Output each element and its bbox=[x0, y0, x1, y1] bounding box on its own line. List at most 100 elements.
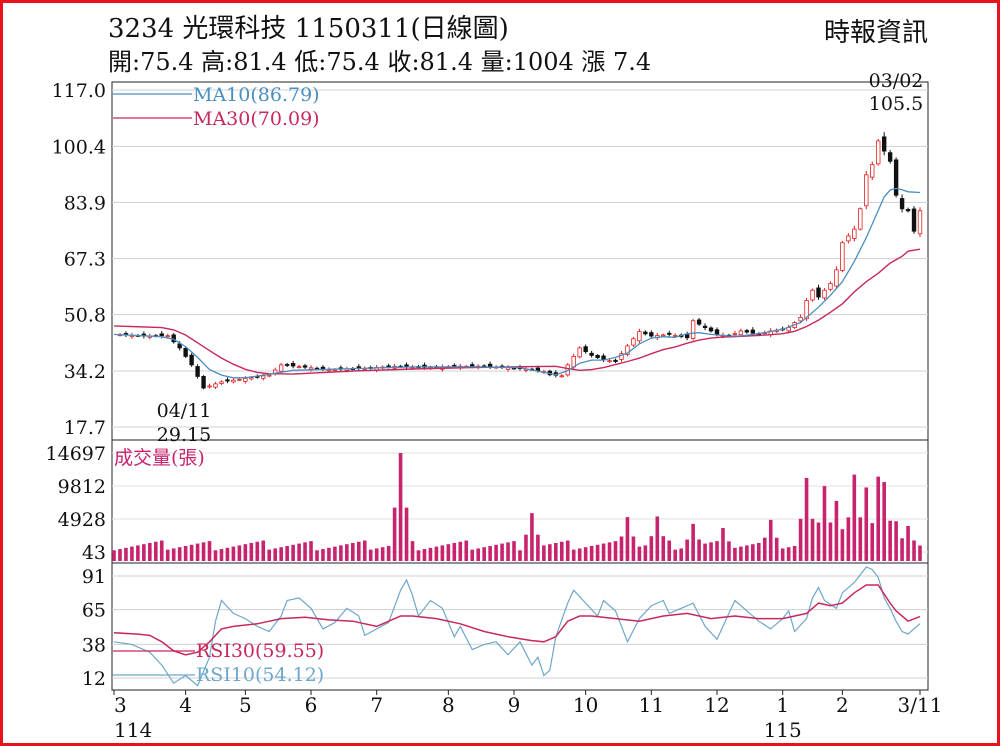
volume-bar bbox=[428, 547, 433, 561]
candle-body bbox=[738, 330, 744, 336]
volume-bar bbox=[494, 544, 498, 561]
volume-bar bbox=[118, 549, 122, 561]
rsi-tick-label: 38 bbox=[82, 634, 106, 656]
volume-bar bbox=[231, 546, 236, 561]
volume-bar bbox=[548, 544, 552, 561]
candle-body bbox=[452, 364, 457, 367]
volume-bar bbox=[351, 542, 355, 561]
rsi30-legend-label: RSI30(59.55) bbox=[196, 640, 324, 662]
candle-body bbox=[876, 140, 881, 165]
candle-body bbox=[822, 289, 827, 299]
candle-body bbox=[816, 287, 821, 298]
chart-title: 3234 光環科技 1150311(日線圖) bbox=[108, 14, 509, 44]
data-source: 時報資訊 bbox=[823, 18, 928, 48]
x-tick-label: 6 bbox=[305, 693, 318, 717]
rsi10-legend-label: RSI10(54.12) bbox=[196, 664, 324, 686]
volume-bar bbox=[667, 540, 672, 561]
volume-bar bbox=[195, 543, 200, 561]
volume-bar bbox=[727, 541, 731, 561]
candle-body bbox=[267, 374, 272, 377]
volume-bar bbox=[177, 547, 182, 561]
candle-body bbox=[386, 365, 391, 368]
volume-bar bbox=[153, 541, 158, 561]
candle-body bbox=[213, 383, 218, 388]
volume-bar bbox=[565, 540, 570, 561]
volume-bar bbox=[183, 546, 188, 561]
volume-bar bbox=[386, 546, 391, 561]
candle-body bbox=[798, 316, 803, 322]
candle-body bbox=[840, 242, 845, 271]
volume-bar bbox=[762, 537, 767, 561]
x-tick-label: 3/11 bbox=[898, 693, 943, 717]
ma30-line bbox=[113, 248, 921, 375]
price-tick-label: 83.9 bbox=[64, 192, 106, 214]
candle-body bbox=[804, 300, 809, 320]
volume-tick-label: 43 bbox=[82, 542, 106, 564]
volume-bar bbox=[237, 545, 242, 561]
candle-body bbox=[732, 333, 738, 335]
volume-bar bbox=[655, 516, 660, 561]
volume-bar bbox=[882, 482, 886, 561]
volume-bar bbox=[804, 477, 809, 561]
candle-body bbox=[714, 329, 720, 335]
candle-body bbox=[834, 269, 839, 287]
low-value-label: 29.15 bbox=[157, 424, 211, 446]
candle-body bbox=[899, 198, 905, 210]
volume-bar bbox=[279, 547, 283, 561]
volume-bar bbox=[786, 547, 791, 561]
volume-bar bbox=[619, 536, 624, 561]
volume-bar bbox=[822, 486, 827, 561]
volume-bar bbox=[709, 542, 713, 561]
candle-body bbox=[296, 366, 302, 368]
candle-body bbox=[159, 333, 164, 337]
candle-body bbox=[625, 345, 630, 355]
candle-body bbox=[690, 320, 696, 339]
rsi30-line bbox=[113, 584, 921, 656]
volume-bar bbox=[571, 549, 576, 561]
volume-bar bbox=[518, 550, 522, 561]
candle-body bbox=[302, 365, 308, 368]
x-tick-label: 2 bbox=[836, 693, 849, 717]
candle-body bbox=[577, 347, 582, 358]
rsi-tick-label: 12 bbox=[82, 668, 106, 690]
volume-bar bbox=[530, 513, 534, 561]
volume-bar bbox=[816, 522, 821, 561]
candle-body bbox=[684, 334, 690, 339]
volume-bar bbox=[213, 550, 218, 561]
volume-bar bbox=[440, 545, 445, 561]
high-value-label: 105.5 bbox=[869, 93, 923, 115]
volume-bar bbox=[225, 547, 230, 561]
volume-bar bbox=[852, 474, 857, 561]
high-date-label: 03/02 bbox=[869, 70, 924, 92]
x-tick-label: 1 bbox=[776, 693, 789, 717]
volume-bar bbox=[810, 518, 815, 561]
volume-bar bbox=[631, 536, 636, 561]
volume-bar bbox=[422, 549, 427, 561]
volume-bar bbox=[745, 545, 749, 561]
volume-bar bbox=[524, 534, 528, 561]
candle-body bbox=[559, 375, 564, 378]
volume-bar bbox=[906, 525, 910, 561]
price-tick-label: 67.3 bbox=[64, 249, 106, 271]
candle-body bbox=[308, 367, 314, 370]
candle-body bbox=[583, 346, 588, 353]
plot-border bbox=[111, 81, 929, 691]
candle-body bbox=[225, 379, 230, 382]
candle-body bbox=[231, 379, 236, 383]
candle-body bbox=[643, 331, 648, 335]
volume-bar bbox=[601, 543, 606, 561]
candle-body bbox=[667, 332, 672, 335]
volume-bar bbox=[374, 548, 379, 561]
volume-bar bbox=[607, 542, 612, 561]
volume-bar bbox=[189, 544, 194, 561]
candle-body bbox=[864, 174, 869, 207]
candle-body bbox=[219, 381, 224, 384]
candle-body bbox=[881, 136, 887, 152]
volume-bar bbox=[679, 548, 683, 561]
volume-bar bbox=[500, 543, 504, 561]
volume-bar bbox=[721, 527, 725, 561]
candle-body bbox=[201, 376, 206, 389]
candle-body bbox=[870, 164, 875, 178]
